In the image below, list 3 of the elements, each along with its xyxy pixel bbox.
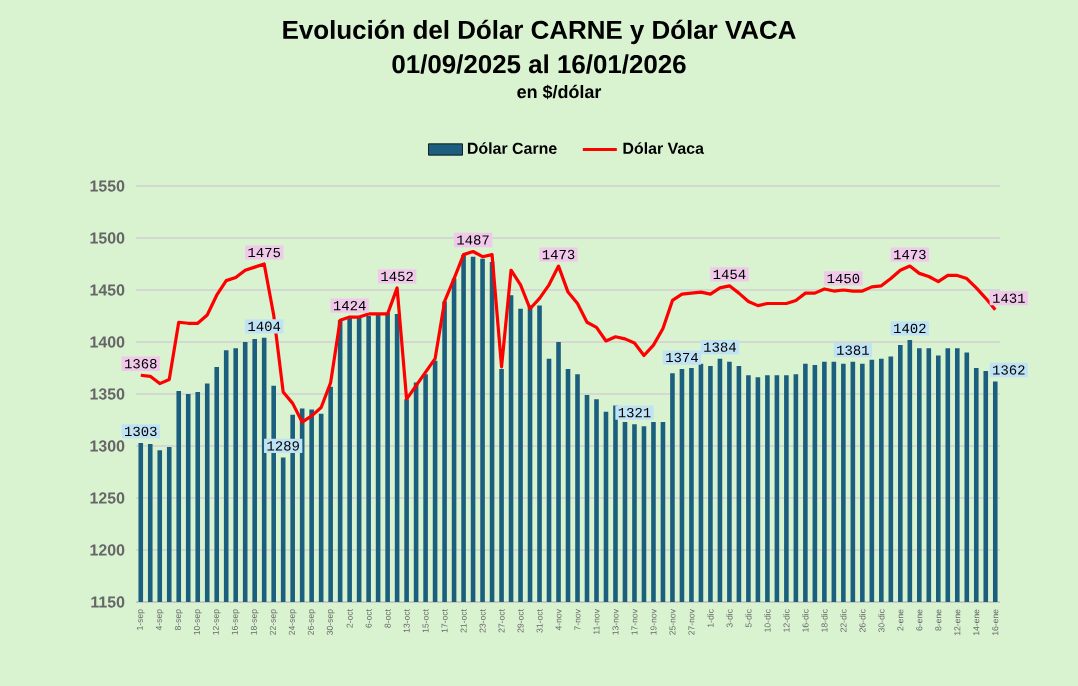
chart-title: Evolución del Dólar CARNE y Dólar VACA <box>283 19 796 45</box>
chart-subtitle: 01/09/2025 al 16/01/2026 <box>392 54 686 74</box>
text: en $/dólar <box>517 84 602 100</box>
